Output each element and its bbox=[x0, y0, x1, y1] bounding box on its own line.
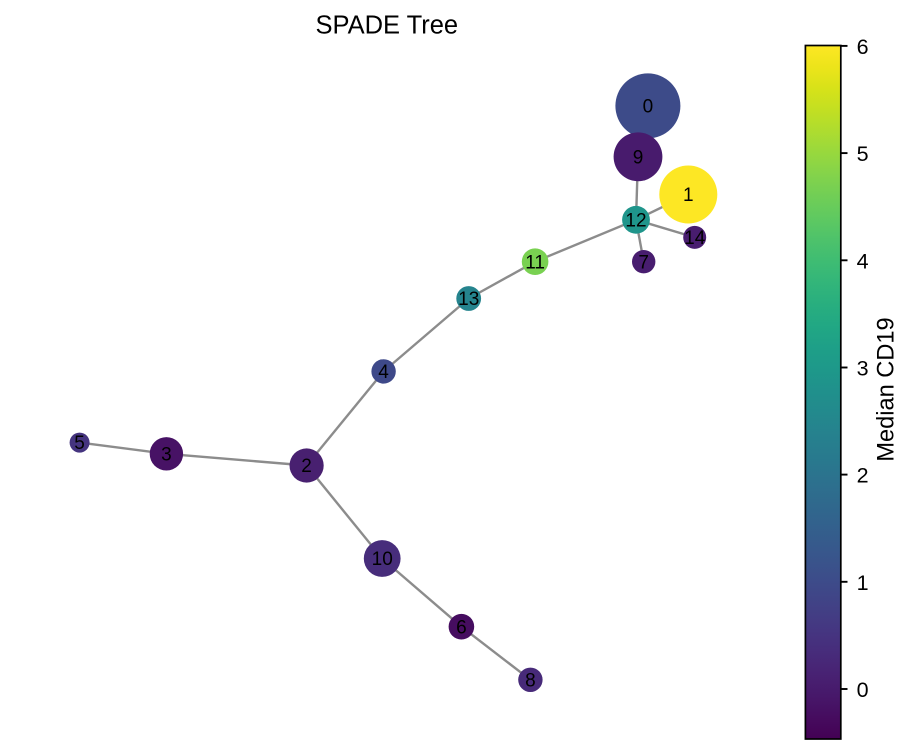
svg-text:4: 4 bbox=[857, 249, 869, 273]
svg-text:3: 3 bbox=[161, 444, 172, 465]
svg-text:1: 1 bbox=[857, 571, 869, 595]
svg-text:5: 5 bbox=[74, 433, 85, 454]
svg-text:14: 14 bbox=[684, 228, 706, 249]
svg-text:11: 11 bbox=[525, 252, 545, 273]
svg-text:12: 12 bbox=[625, 210, 646, 231]
svg-text:2: 2 bbox=[301, 456, 312, 477]
svg-text:6: 6 bbox=[456, 617, 467, 638]
svg-text:7: 7 bbox=[638, 252, 649, 273]
svg-text:5: 5 bbox=[857, 142, 869, 166]
svg-text:1: 1 bbox=[683, 185, 694, 206]
svg-text:Median CD19: Median CD19 bbox=[873, 317, 899, 461]
svg-text:0: 0 bbox=[643, 97, 654, 118]
svg-text:9: 9 bbox=[633, 147, 644, 168]
svg-text:6: 6 bbox=[857, 35, 869, 59]
svg-text:2: 2 bbox=[857, 464, 869, 488]
svg-text:SPADE Tree: SPADE Tree bbox=[315, 12, 458, 40]
svg-text:10: 10 bbox=[372, 549, 393, 570]
svg-text:0: 0 bbox=[857, 678, 869, 702]
svg-text:3: 3 bbox=[857, 357, 869, 381]
svg-text:13: 13 bbox=[458, 289, 479, 310]
svg-text:4: 4 bbox=[378, 362, 389, 383]
svg-text:8: 8 bbox=[525, 670, 536, 691]
